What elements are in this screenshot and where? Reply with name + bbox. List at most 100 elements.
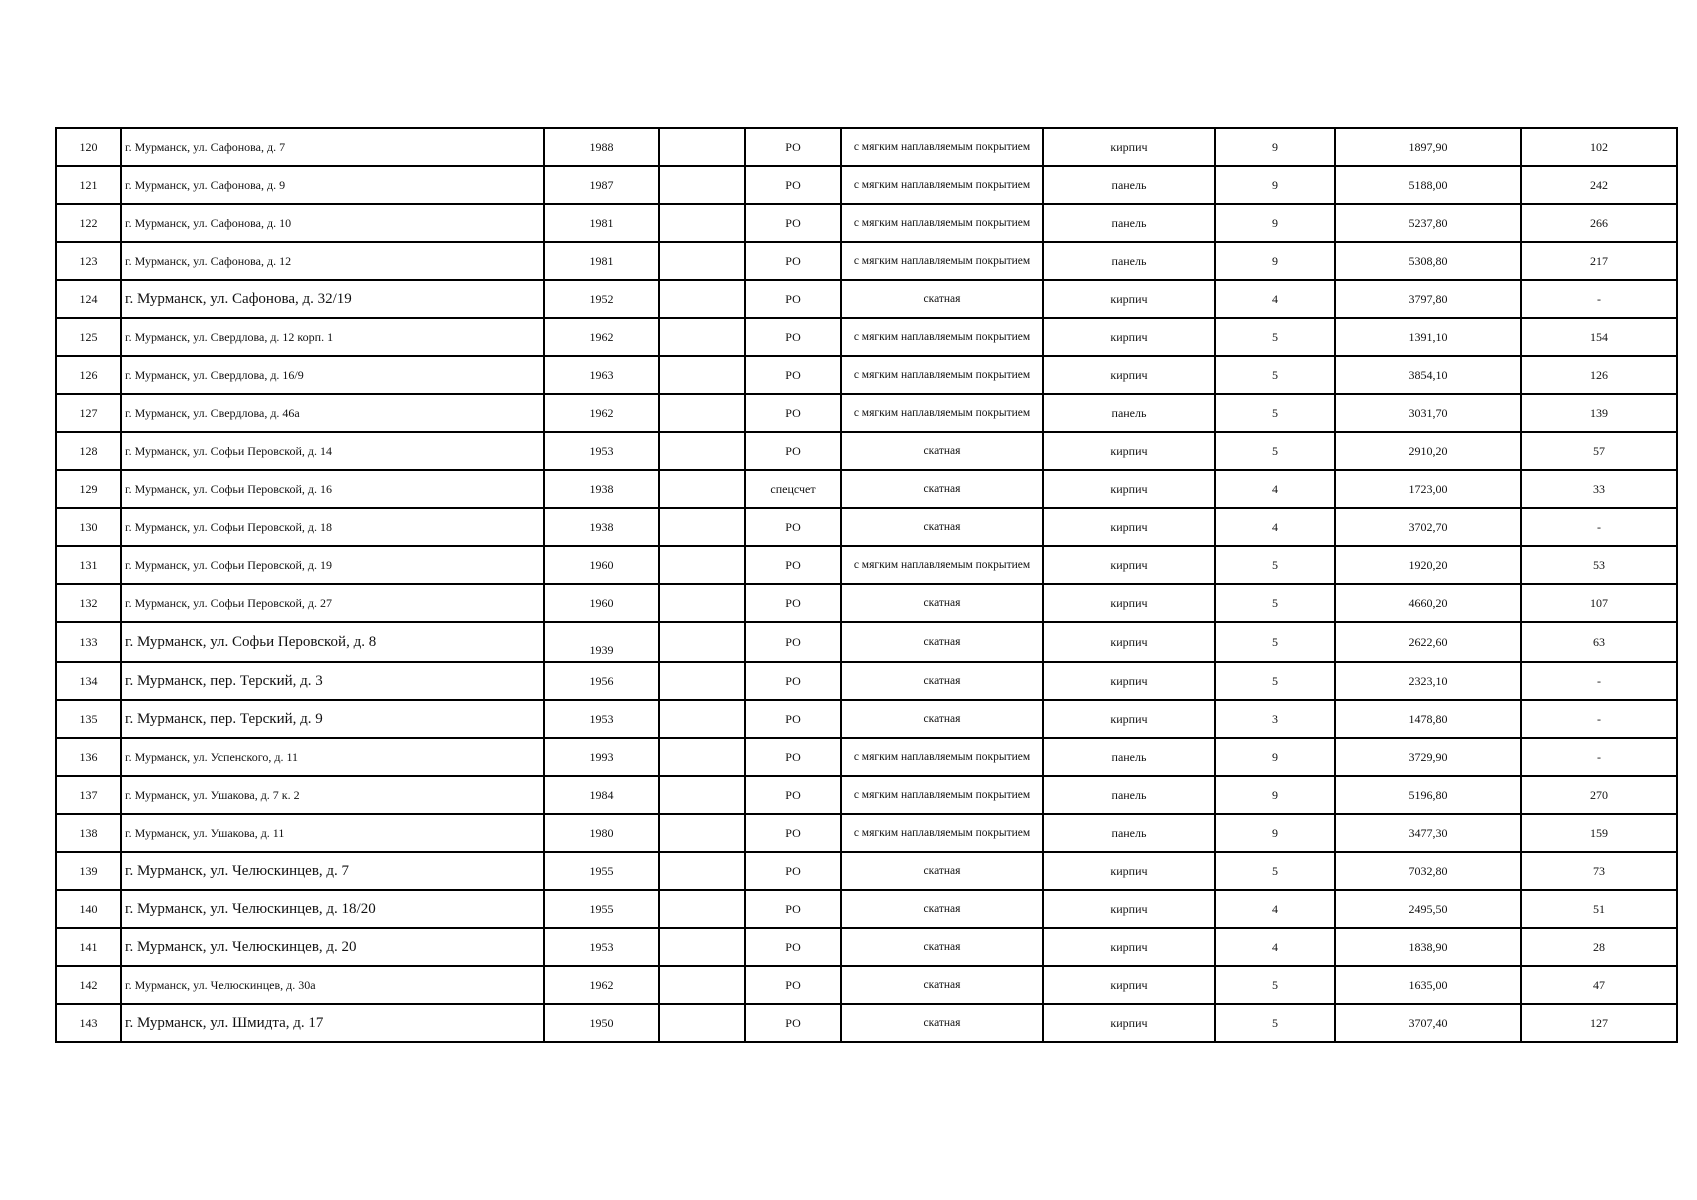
roof-type-cell: с мягким наплавляемым покрытием (840, 127, 1044, 167)
row-number: 121 (55, 165, 122, 205)
address-cell: г. Мурманск, ул. Свердлова, д. 46а (120, 393, 545, 433)
wall-material-cell: панель (1042, 241, 1216, 281)
row-number: 122 (55, 203, 122, 243)
year-cell: 1984 (543, 775, 660, 815)
table-row: 135 г. Мурманск, пер. Терский, д. 9 1953 РО… (55, 699, 1678, 739)
year-cell: 1939 (543, 621, 660, 663)
year-cell: 1953 (543, 927, 660, 967)
address-cell: г. Мурманск, ул. Софьи Перовской, д. 16 (120, 469, 545, 509)
floors-cell: 9 (1214, 127, 1336, 167)
table-body: 120 г. Мурманск, ул. Сафонова, д. 7 1988 РО… (55, 127, 1678, 1043)
account-type-cell: спецсчет (744, 469, 842, 509)
floors-cell: 9 (1214, 203, 1336, 243)
row-number: 140 (55, 889, 122, 929)
count-cell: 217 (1520, 241, 1678, 281)
row-number: 120 (55, 127, 122, 167)
year-cell: 1962 (543, 965, 660, 1005)
account-type-cell: РО (744, 699, 842, 739)
wall-material-cell: панель (1042, 737, 1216, 777)
count-cell: 57 (1520, 431, 1678, 471)
roof-type-cell: с мягким наплавляемым покрытием (840, 241, 1044, 281)
empty-cell (658, 203, 746, 243)
area-cell: 3797,80 (1334, 279, 1522, 319)
table-row: 133 г. Мурманск, ул. Софьи Перовской, д. … (55, 621, 1678, 663)
account-type-cell: РО (744, 965, 842, 1005)
count-cell: 73 (1520, 851, 1678, 891)
empty-cell (658, 355, 746, 395)
floors-cell: 5 (1214, 1003, 1336, 1043)
account-type-cell: РО (744, 317, 842, 357)
address-cell: г. Мурманск, пер. Терский, д. 3 (120, 661, 545, 701)
year-cell: 1960 (543, 583, 660, 623)
empty-cell (658, 621, 746, 663)
floors-cell: 4 (1214, 469, 1336, 509)
empty-cell (658, 279, 746, 319)
table-row: 128 г. Мурманск, ул. Софьи Перовской, д. … (55, 431, 1678, 471)
wall-material-cell: кирпич (1042, 545, 1216, 585)
count-cell: 107 (1520, 583, 1678, 623)
year-cell: 1955 (543, 851, 660, 891)
housing-table: 120 г. Мурманск, ул. Сафонова, д. 7 1988 РО… (55, 127, 1678, 1043)
empty-cell (658, 889, 746, 929)
wall-material-cell: кирпич (1042, 621, 1216, 663)
empty-cell (658, 737, 746, 777)
row-number: 129 (55, 469, 122, 509)
area-cell: 2495,50 (1334, 889, 1522, 929)
wall-material-cell: панель (1042, 165, 1216, 205)
address-cell: г. Мурманск, ул. Челюскинцев, д. 20 (120, 927, 545, 967)
roof-type-cell: с мягким наплавляемым покрытием (840, 737, 1044, 777)
empty-cell (658, 165, 746, 205)
year-cell: 1981 (543, 241, 660, 281)
count-cell: - (1520, 699, 1678, 739)
wall-material-cell: кирпич (1042, 279, 1216, 319)
roof-type-cell: скатная (840, 965, 1044, 1005)
row-number: 130 (55, 507, 122, 547)
count-cell: - (1520, 661, 1678, 701)
empty-cell (658, 965, 746, 1005)
row-number: 136 (55, 737, 122, 777)
area-cell: 5237,80 (1334, 203, 1522, 243)
table-row: 142 г. Мурманск, ул. Челюскинцев, д. 30а 1… (55, 965, 1678, 1005)
table-row: 138 г. Мурманск, ул. Ушакова, д. 11 1980 РО… (55, 813, 1678, 853)
row-number: 141 (55, 927, 122, 967)
account-type-cell: РО (744, 127, 842, 167)
account-type-cell: РО (744, 355, 842, 395)
floors-cell: 9 (1214, 813, 1336, 853)
address-cell: г. Мурманск, ул. Сафонова, д. 7 (120, 127, 545, 167)
account-type-cell: РО (744, 393, 842, 433)
year-cell: 1963 (543, 355, 660, 395)
year-cell: 1956 (543, 661, 660, 701)
address-cell: г. Мурманск, ул. Челюскинцев, д. 18/20 (120, 889, 545, 929)
account-type-cell: РО (744, 583, 842, 623)
empty-cell (658, 241, 746, 281)
table-row: 132 г. Мурманск, ул. Софьи Перовской, д. … (55, 583, 1678, 623)
roof-type-cell: с мягким наплавляемым покрытием (840, 775, 1044, 815)
table-row: 130 г. Мурманск, ул. Софьи Перовской, д. … (55, 507, 1678, 547)
area-cell: 2323,10 (1334, 661, 1522, 701)
table-row: 124 г. Мурманск, ул. Сафонова, д. 32/19 19… (55, 279, 1678, 319)
area-cell: 3854,10 (1334, 355, 1522, 395)
row-number: 135 (55, 699, 122, 739)
roof-type-cell: скатная (840, 661, 1044, 701)
floors-cell: 5 (1214, 965, 1336, 1005)
wall-material-cell: кирпич (1042, 317, 1216, 357)
count-cell: 53 (1520, 545, 1678, 585)
address-cell: г. Мурманск, пер. Терский, д. 9 (120, 699, 545, 739)
empty-cell (658, 583, 746, 623)
address-cell: г. Мурманск, ул. Софьи Перовской, д. 18 (120, 507, 545, 547)
floors-cell: 9 (1214, 775, 1336, 815)
row-number: 139 (55, 851, 122, 891)
count-cell: 127 (1520, 1003, 1678, 1043)
account-type-cell: РО (744, 851, 842, 891)
table-row: 122 г. Мурманск, ул. Сафонова, д. 10 1981 Р… (55, 203, 1678, 243)
year-cell: 1938 (543, 507, 660, 547)
roof-type-cell: скатная (840, 431, 1044, 471)
wall-material-cell: панель (1042, 393, 1216, 433)
count-cell: 139 (1520, 393, 1678, 433)
row-number: 143 (55, 1003, 122, 1043)
empty-cell (658, 661, 746, 701)
empty-cell (658, 699, 746, 739)
wall-material-cell: кирпич (1042, 699, 1216, 739)
address-cell: г. Мурманск, ул. Ушакова, д. 7 к. 2 (120, 775, 545, 815)
count-cell: 242 (1520, 165, 1678, 205)
